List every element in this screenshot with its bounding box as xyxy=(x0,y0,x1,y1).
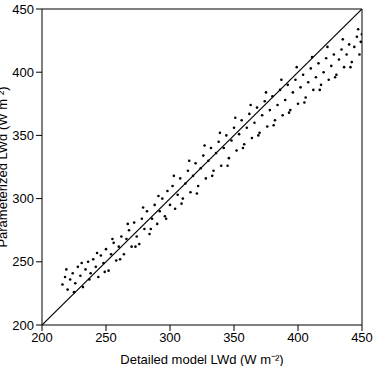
svg-text:450: 450 xyxy=(351,330,372,345)
svg-text:200: 200 xyxy=(31,330,53,345)
svg-text:250: 250 xyxy=(95,330,117,345)
svg-text:400: 400 xyxy=(287,330,309,345)
svg-text:250: 250 xyxy=(12,254,34,269)
svg-text:200: 200 xyxy=(12,318,34,333)
svg-text:300: 300 xyxy=(159,330,181,345)
svg-text:350: 350 xyxy=(12,128,34,143)
svg-text:450: 450 xyxy=(12,2,34,17)
svg-text:350: 350 xyxy=(223,330,245,345)
svg-text:300: 300 xyxy=(12,191,34,206)
svg-text:Parameterized LWd (W m⁻²): Parameterized LWd (W m⁻²) xyxy=(8,86,10,247)
svg-text:400: 400 xyxy=(12,65,34,80)
svg-text:Detailed model LWd (W m⁻²): Detailed model LWd (W m⁻²) xyxy=(120,352,283,366)
